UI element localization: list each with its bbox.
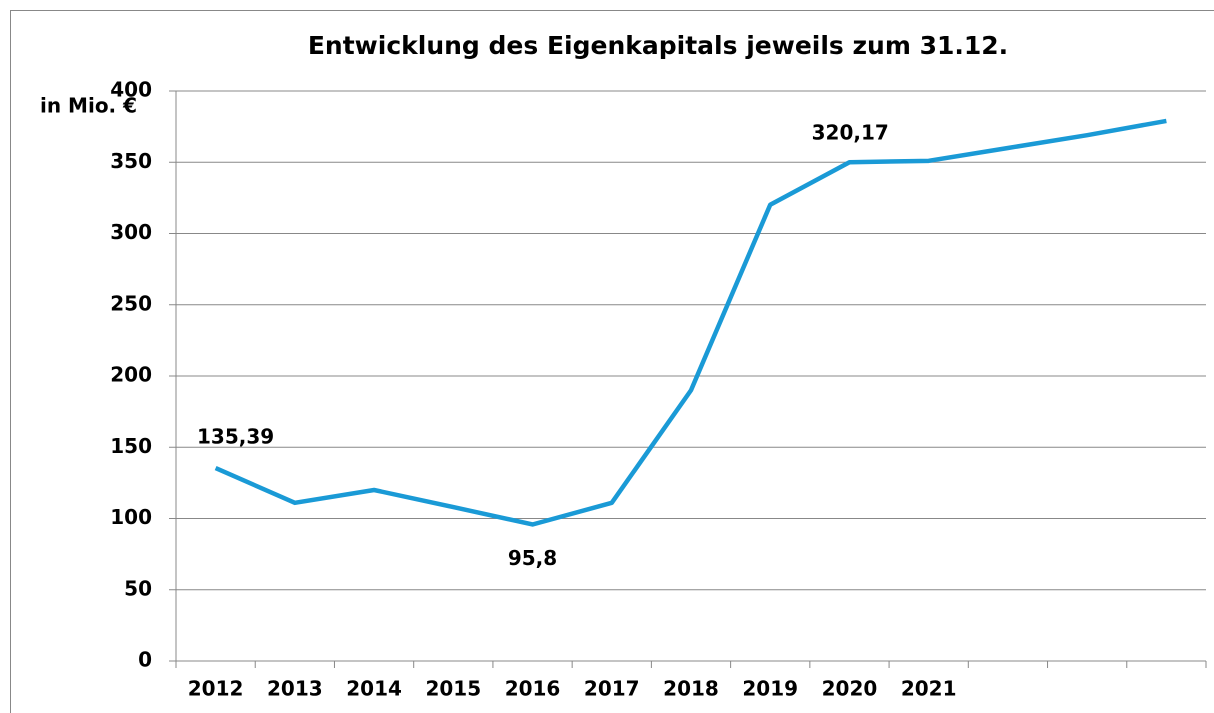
- x-tick-label: 2016: [505, 677, 561, 701]
- x-tick-label: 2021: [901, 677, 957, 701]
- y-tick-label: 350: [110, 149, 152, 173]
- x-tick-label: 2014: [346, 677, 402, 701]
- y-axis-label: in Mio. €: [40, 94, 137, 118]
- y-tick-label: 300: [110, 220, 152, 244]
- chart-frame: [10, 10, 1214, 713]
- data-line: [214, 118, 1167, 527]
- y-tick-label: 150: [110, 434, 152, 458]
- y-tick-label: 0: [138, 648, 152, 672]
- y-tick-label: 200: [110, 363, 152, 387]
- x-tick-label: 2012: [188, 677, 244, 701]
- y-tick-label: 250: [110, 291, 152, 315]
- x-tick-label: 2017: [584, 677, 640, 701]
- x-tick-label: 2019: [742, 677, 798, 701]
- x-tick-label: 2013: [267, 677, 323, 701]
- y-tick-label: 50: [124, 576, 152, 600]
- y-tick-label: 100: [110, 505, 152, 529]
- data-label: 135,39: [197, 425, 274, 449]
- data-label: 95,8: [508, 546, 557, 570]
- chart-title: Entwicklung des Eigenkapitals jeweils zu…: [308, 31, 1008, 60]
- x-tick-label: 2018: [663, 677, 719, 701]
- y-tick-label: 400: [110, 78, 152, 102]
- data-label: 320,17: [812, 120, 889, 144]
- x-tick-label: 2020: [822, 677, 878, 701]
- x-tick-label: 2015: [425, 677, 481, 701]
